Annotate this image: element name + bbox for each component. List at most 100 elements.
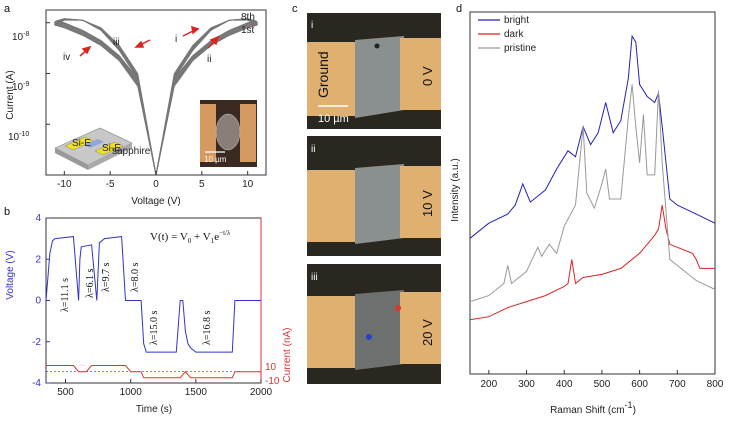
micrograph-ii-roman: ii — [311, 144, 315, 155]
a-cycle-1st: 1st — [241, 25, 255, 36]
b-xlabel: Time (s) — [136, 404, 172, 415]
d-xtick-label: 600 — [631, 379, 648, 390]
micrograph-i-electrode-right — [400, 38, 441, 110]
inset-scale-label: 10 µm — [204, 155, 227, 164]
d-series-dark — [469, 205, 715, 321]
b-equation: V(t) = V0 + V1e−t/λ — [150, 229, 231, 245]
panel-a-ticks — [46, 22, 249, 175]
a-optical-inset: 10 µm — [200, 100, 257, 167]
substrate-label: sapphire — [112, 146, 151, 157]
a-direction-arrows — [79, 25, 220, 57]
d-xtick-label: 700 — [669, 379, 686, 390]
b-ytick-label: 2 — [35, 254, 41, 265]
substrate-side-2 — [88, 143, 132, 170]
micrograph-i-voltage: 0 V — [420, 66, 435, 86]
d-series-pristine — [469, 84, 716, 303]
a-xlabel: Voltage (V) — [131, 196, 180, 207]
b-ytick-labels: -4 -2 0 2 4 — [32, 213, 41, 389]
micrograph-ii-flake — [355, 164, 404, 244]
b-decay-label-4: λ=8.0 s — [130, 263, 141, 292]
micrograph-ii-electrode-right — [400, 166, 441, 238]
electrode-label-right: Si-E — [102, 143, 121, 154]
d-legend: bright dark pristine — [478, 15, 537, 54]
d-ylabel: Intensity (a.u.) — [450, 158, 461, 221]
substrate-side — [55, 148, 88, 170]
panel-b-curves — [45, 236, 261, 379]
micrograph-i-electrode-left — [307, 42, 355, 116]
a-ytick-1e-10: 10-10 — [8, 131, 29, 143]
panel-d-curves — [469, 34, 716, 321]
a-sweep-iv: iv — [63, 52, 70, 63]
d-xtick-label: 400 — [556, 379, 573, 390]
a-ytick-1e-8: 10-8 — [12, 31, 29, 43]
b-decay-label-2: λ=6.1 s — [85, 269, 96, 298]
micrograph-iii-electrode-left — [307, 296, 355, 368]
a-xtick-label: 5 — [199, 179, 205, 190]
micrograph-iii-electrode-right — [400, 292, 441, 364]
micrograph-i-dot — [374, 43, 380, 49]
panel-c: i Ground 0 V 10 µm ii 10 V iii 20 V — [307, 13, 441, 384]
d-xtick-labels: 200 300 400 500 600 700 800 — [481, 379, 724, 390]
micrograph-iii: iii 20 V — [307, 264, 441, 384]
a-ylabel: Current (A) — [5, 70, 16, 119]
b-ytick-label: -2 — [32, 337, 41, 348]
micrograph-i-scale-label: 10 µm — [318, 113, 349, 125]
d-series-bright — [469, 34, 716, 239]
panel-b: Voltage (V) Current (nA) Time (s) 500 100… — [5, 213, 293, 415]
panel-label-c: c — [292, 3, 298, 15]
d-xlabel: Raman Shift (cm-1) — [550, 400, 636, 416]
b-ylabel-right: Current (nA) — [282, 327, 293, 382]
micrograph-i-flake — [355, 36, 404, 118]
micrograph-i-roman: i — [311, 20, 313, 31]
b-ylabel: Voltage (V) — [5, 250, 16, 299]
inset-electrode-left — [200, 104, 216, 162]
inset-flake — [215, 113, 241, 151]
micrograph-ii-voltage: 10 V — [420, 190, 435, 217]
panel-d-ticks — [488, 370, 716, 374]
a-cycle-8th: 8th — [241, 12, 255, 23]
electrode-label-left: Si-E — [72, 138, 91, 149]
b-ytick-label: 4 — [35, 213, 41, 224]
micrograph-iii-roman: iii — [311, 272, 318, 283]
a-xtick-label: 0 — [153, 179, 159, 190]
a-sweep-ii: ii — [207, 54, 211, 65]
b-xtick-label: 500 — [57, 387, 74, 398]
arrow-iv-head — [81, 45, 92, 55]
panel-a: 10-10 10-9 10-8 Current (A) Voltage (V) … — [5, 9, 267, 207]
panel-d-frame — [469, 11, 716, 375]
panel-b-ticks — [46, 217, 262, 384]
micrograph-iii-flake — [355, 290, 404, 370]
micrograph-iii-blue-dot — [366, 334, 372, 340]
panel-label-d: d — [456, 3, 462, 15]
a-xtick-label: -5 — [106, 179, 115, 190]
b-xtick-label: 1000 — [120, 387, 143, 398]
panel-d: 200 300 400 500 600 700 800 Intensity (a.u.) R… — [450, 11, 724, 416]
b-ytick-label: -4 — [32, 378, 41, 389]
micrograph-ii-electrode-left — [307, 170, 355, 242]
electrode-right — [94, 141, 124, 156]
b-xtick-label: 1500 — [185, 387, 208, 398]
arrow-ii-head — [209, 35, 220, 46]
a-ytick-1e-10-exp: -10 — [19, 131, 29, 138]
a-xtick-label: -10 — [57, 179, 72, 190]
inset-electrode-right — [240, 104, 256, 162]
a-ytick-1e-10-text: 10 — [8, 132, 20, 143]
b-decay-label-1: λ=11.1 s — [60, 278, 71, 312]
arrow-i-head — [191, 25, 200, 35]
legend-label-pristine: pristine — [504, 43, 537, 54]
micrograph-iii-red-dot — [395, 305, 401, 311]
a-cycle-curve-8-pos — [155, 18, 257, 176]
b-xtick-label: 2000 — [250, 387, 273, 398]
micrograph-i: i Ground 0 V 10 µm — [307, 13, 441, 129]
b-rtick-10: 10 — [265, 362, 277, 373]
a-sweep-iii: iii — [113, 37, 120, 48]
b-series-voltage — [45, 236, 261, 353]
a-device-schematic: sapphire Si-E Si-E — [54, 127, 151, 170]
d-xtick-label: 300 — [518, 379, 535, 390]
d-xtick-label: 200 — [481, 379, 498, 390]
d-xtick-label: 800 — [707, 379, 724, 390]
b-decay-label-5: λ=15.0 s — [149, 311, 160, 345]
micrograph-i-ground: Ground — [315, 51, 331, 98]
b-rtick-neg10: -10 — [265, 376, 280, 387]
micrograph-iii-voltage: 20 V — [420, 319, 435, 346]
